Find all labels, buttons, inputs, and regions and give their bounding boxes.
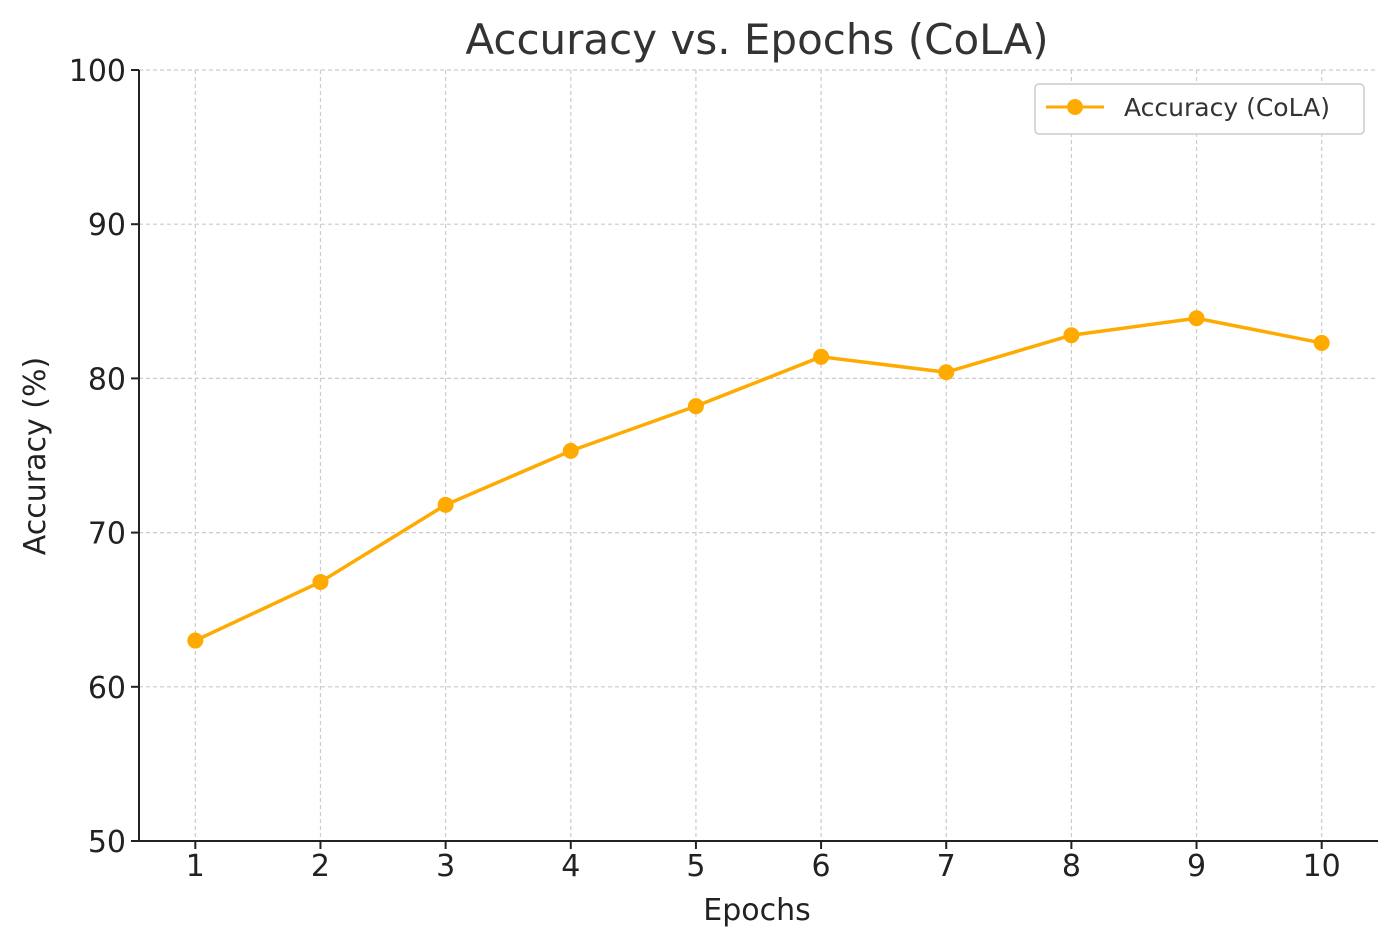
data-point — [187, 632, 204, 649]
data-point — [562, 442, 579, 459]
x-tick-label: 6 — [812, 849, 831, 884]
x-tick-label: 8 — [1062, 849, 1081, 884]
y-tick-label: 100 — [69, 54, 126, 89]
data-point — [1063, 327, 1080, 344]
legend-label: Accuracy (CoLA) — [1124, 93, 1330, 122]
chart-title: Accuracy vs. Epochs (CoLA) — [465, 15, 1048, 64]
data-point — [312, 573, 329, 590]
y-tick-label: 60 — [88, 671, 126, 706]
x-tick-label: 1 — [186, 849, 205, 884]
x-tick-label: 7 — [937, 849, 956, 884]
series-accuracy-cola — [187, 310, 1330, 649]
data-point — [1188, 310, 1205, 327]
grid-lines — [139, 69, 1378, 842]
data-point — [813, 348, 830, 365]
data-point — [1313, 334, 1330, 351]
x-tick-label: 3 — [436, 849, 455, 884]
x-axis-title: Epochs — [703, 893, 811, 928]
x-tick-label: 2 — [311, 849, 330, 884]
y-axis-title: Accuracy (%) — [18, 357, 53, 555]
x-tick-label: 5 — [686, 849, 705, 884]
legend: Accuracy (CoLA) — [1034, 83, 1365, 135]
y-tick-label: 50 — [88, 825, 126, 860]
series-line — [193, 316, 1324, 643]
data-point — [938, 364, 955, 381]
x-axis-ticks: 1 2 3 4 5 6 7 8 9 10 — [186, 841, 1341, 884]
legend-box — [1034, 83, 1365, 135]
legend-marker-swatch — [1067, 99, 1083, 115]
x-tick-label: 4 — [561, 849, 580, 884]
y-axis-ticks: 50 60 70 80 90 100 — [69, 54, 139, 860]
y-tick-label: 80 — [88, 362, 126, 397]
axes — [138, 70, 1378, 842]
x-tick-label: 10 — [1303, 849, 1341, 884]
data-point — [687, 398, 704, 415]
y-tick-label: 90 — [88, 208, 126, 243]
data-point — [437, 496, 454, 513]
y-tick-label: 70 — [88, 517, 126, 552]
x-tick-label: 9 — [1187, 849, 1206, 884]
